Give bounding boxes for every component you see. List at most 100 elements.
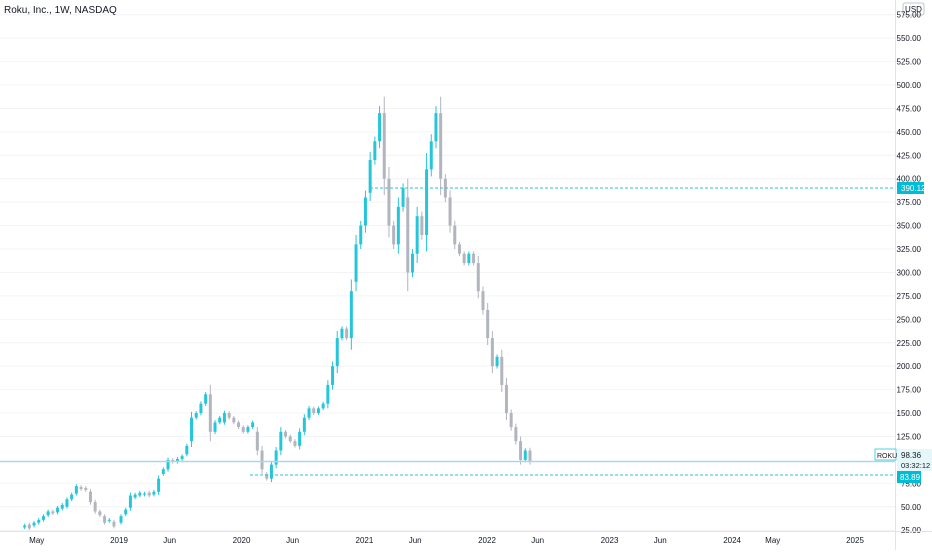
candle-body xyxy=(255,431,259,451)
candle-body xyxy=(241,427,245,432)
y-tick-label: 150.00 xyxy=(897,409,922,418)
y-tick-label: 500.00 xyxy=(897,81,922,90)
y-tick-label: 375.00 xyxy=(897,198,922,207)
candle-body xyxy=(410,253,414,273)
candle-body xyxy=(462,253,466,264)
y-tick-label: 525.00 xyxy=(897,58,922,67)
y-tick-label: 25.00 xyxy=(901,526,922,535)
candle-body xyxy=(354,244,358,282)
candle-body xyxy=(288,436,292,442)
candle-body xyxy=(528,450,532,462)
y-tick-label: 425.00 xyxy=(897,151,922,160)
candle-body xyxy=(161,469,165,474)
candle-body xyxy=(265,473,269,479)
candle-body xyxy=(457,244,461,254)
candle-body xyxy=(208,394,212,432)
candle-body xyxy=(194,413,198,418)
candle-body xyxy=(143,493,147,495)
candle-body xyxy=(415,216,419,254)
candle-body xyxy=(32,522,36,526)
candle-body xyxy=(392,225,396,245)
candle-body xyxy=(119,516,123,523)
x-tick-label: 2022 xyxy=(478,536,496,545)
candle-body xyxy=(46,511,50,516)
currency-label: USD xyxy=(905,5,922,14)
candle-body xyxy=(425,169,429,235)
level-low-label: 83.89 xyxy=(900,473,921,482)
candle-body xyxy=(307,408,311,418)
candle-body xyxy=(23,525,27,528)
candle-body xyxy=(251,422,255,428)
candle-body xyxy=(41,516,45,520)
candle-body xyxy=(227,413,231,418)
candle-body xyxy=(349,291,353,339)
candle-body xyxy=(152,491,156,495)
candle-body xyxy=(495,356,499,367)
candle-body xyxy=(298,431,302,446)
candle-body xyxy=(439,113,443,179)
candle-body xyxy=(222,413,226,423)
candle-body xyxy=(147,492,151,496)
level-lines xyxy=(0,187,895,476)
y-tick-label: 200.00 xyxy=(897,362,922,371)
candle-body xyxy=(27,524,31,529)
candle-body xyxy=(37,519,41,523)
x-tick-label: 2024 xyxy=(723,536,741,545)
x-tick-label: May xyxy=(765,536,780,545)
candle-body xyxy=(84,488,88,490)
chart-title: Roku, Inc., 1W, NASDAQ xyxy=(4,5,117,16)
candle-body xyxy=(340,328,344,339)
level-high-label: 390.12 xyxy=(901,184,926,193)
candle-body xyxy=(420,216,424,235)
candle-body xyxy=(387,178,391,226)
x-tick-label: 2025 xyxy=(846,536,864,545)
candle-body xyxy=(232,417,236,423)
candle-body xyxy=(79,487,83,489)
y-tick-label: 125.00 xyxy=(897,432,922,441)
candle-body xyxy=(204,394,208,404)
candle-body xyxy=(396,206,400,245)
candle-body xyxy=(74,486,78,494)
x-tick-label: Jun xyxy=(409,536,422,545)
candle-body xyxy=(331,366,335,385)
candle-body xyxy=(103,516,107,523)
x-tick-label: 2019 xyxy=(110,536,128,545)
symbol-label: ROKU xyxy=(877,453,897,460)
candle-body xyxy=(124,509,128,515)
candle-body xyxy=(175,458,179,462)
candle-body xyxy=(523,450,527,460)
y-tick-label: 550.00 xyxy=(897,34,922,43)
candle-body xyxy=(321,403,325,409)
candle-body xyxy=(128,495,132,508)
y-tick-label: 175.00 xyxy=(897,386,922,395)
time-axis[interactable]: May 2019 Jun 2020 Jun 2021 Jun 2022 Jun 2023 Jun 20… xyxy=(0,531,932,546)
candle-body xyxy=(65,499,69,507)
candle-body xyxy=(88,491,92,503)
candle-body xyxy=(434,113,438,142)
candle-body xyxy=(514,427,518,442)
x-tick-label: Jun xyxy=(286,536,299,545)
candle-body xyxy=(378,113,382,142)
y-tick-label: 250.00 xyxy=(897,315,922,324)
price-tags: 390.12 ROKU 98.36 03:32:12 83.89 xyxy=(874,182,932,483)
candle-body xyxy=(368,159,372,193)
candle-body xyxy=(166,459,170,470)
candle-body xyxy=(335,338,339,367)
currency-box[interactable] xyxy=(902,2,925,16)
candle-body xyxy=(326,384,330,404)
last-price-tag xyxy=(897,449,932,471)
candle-body xyxy=(500,356,504,385)
y-tick-label: 400.00 xyxy=(897,175,922,184)
candle-body xyxy=(429,141,433,170)
y-tick-label: 475.00 xyxy=(897,104,922,113)
candle-body xyxy=(519,441,523,460)
candle-body xyxy=(509,413,513,428)
candle-body xyxy=(302,417,306,432)
candle-body xyxy=(51,511,55,514)
x-tick-label: 2020 xyxy=(233,536,251,545)
x-tick-label: Jun xyxy=(163,536,176,545)
candle-body xyxy=(213,422,217,432)
candle-body xyxy=(112,521,116,527)
